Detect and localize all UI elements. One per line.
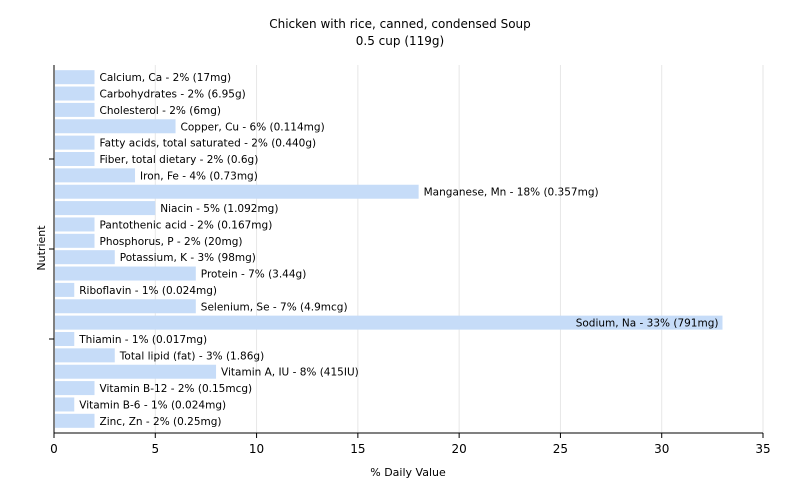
bar: [55, 266, 196, 281]
bars-group: Calcium, Ca - 2% (17mg) Carbohydrates - 2…: [55, 70, 723, 428]
bar: [55, 413, 95, 428]
chart-subtitle: 0.5 cup (119g): [356, 34, 444, 48]
bar: [55, 397, 75, 412]
bar: [55, 152, 95, 166]
bar: [55, 282, 75, 297]
x-tick-label: 15: [350, 442, 365, 456]
bar: [55, 332, 75, 346]
axes: 0 5 10 15 20 25 30 35: [49, 65, 771, 456]
x-tick-label: 5: [151, 442, 159, 456]
bar-label: Vitamin B-12 - 2% (0.15mcg): [100, 383, 253, 395]
bar-label: Cholesterol - 2% (6mg): [100, 105, 222, 117]
bar-label: Potassium, K - 3% (98mg): [120, 252, 256, 264]
bar: [55, 364, 217, 379]
bar: [55, 70, 95, 85]
bar-label: Pantothenic acid - 2% (0.167mg): [100, 219, 273, 231]
bar-label: Copper, Cu - 6% (0.114mg): [181, 121, 325, 133]
chart-title: Chicken with rice, canned, condensed Sou…: [269, 17, 531, 31]
bar-label: Vitamin A, IU - 8% (415IU): [221, 367, 359, 379]
y-axis-label: Nutrient: [35, 225, 48, 271]
bar: [55, 217, 95, 232]
bar: [55, 119, 176, 134]
bar-label: Fiber, total dietary - 2% (0.6g): [100, 154, 259, 166]
bar-label: Phosphorus, P - 2% (20mg): [100, 236, 243, 248]
bar-label: Thiamin - 1% (0.017mg): [78, 334, 207, 346]
bar: [55, 233, 95, 248]
bar: [55, 299, 196, 314]
bar: [55, 381, 95, 396]
x-tick-label: 35: [755, 442, 770, 456]
bar: [55, 184, 419, 199]
bar-label: Selenium, Se - 7% (4.9mcg): [201, 301, 348, 313]
bar-label: Manganese, Mn - 18% (0.357mg): [424, 187, 599, 199]
bar-label: Protein - 7% (3.44g): [201, 269, 307, 281]
bar-label: Riboflavin - 1% (0.024mg): [79, 285, 217, 297]
bar-label: Fatty acids, total saturated - 2% (0.440…: [100, 138, 317, 150]
bar: [55, 315, 723, 330]
bar-label: Zinc, Zn - 2% (0.25mg): [100, 416, 222, 428]
bar-label: Calcium, Ca - 2% (17mg): [100, 72, 232, 84]
bar-label: Niacin - 5% (1.092mg): [160, 203, 278, 215]
bar: [55, 250, 115, 265]
x-tick-label: 20: [452, 442, 467, 456]
bar: [55, 86, 95, 101]
grid-lines: [154, 65, 764, 433]
bar-label: Iron, Fe - 4% (0.73mg): [140, 170, 258, 182]
x-tick-label: 10: [249, 442, 264, 456]
bar-label: Carbohydrates - 2% (6.95g): [100, 89, 246, 101]
x-tick-label: 0: [50, 442, 58, 456]
bar-label: Sodium, Na - 33% (791mg): [576, 318, 719, 330]
x-tick-label: 25: [553, 442, 568, 456]
bar: [55, 135, 95, 150]
bar: [55, 348, 115, 363]
bar: [55, 201, 156, 216]
bar-label: Vitamin B-6 - 1% (0.024mg): [79, 399, 226, 411]
x-tick-label: 30: [654, 442, 669, 456]
x-axis-label: % Daily Value: [370, 466, 446, 479]
bar-label: Total lipid (fat) - 3% (1.86g): [119, 350, 264, 362]
bar: [55, 168, 136, 183]
bar: [55, 102, 95, 117]
